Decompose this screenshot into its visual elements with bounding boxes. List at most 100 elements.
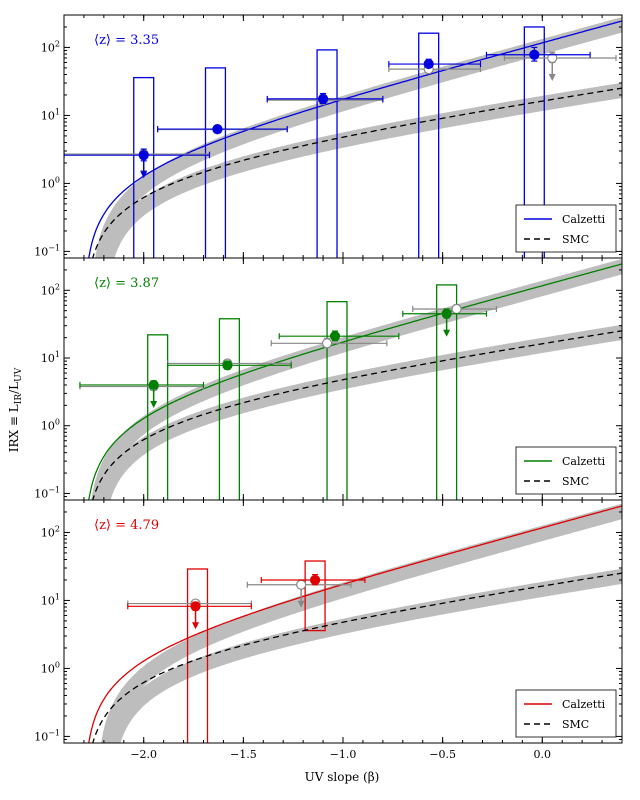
histogram-bar [523, 26, 545, 258]
stacked-arrow-head [548, 73, 556, 81]
y-tick-label-base: 10 [34, 730, 48, 743]
y-tick-label: 100 [41, 175, 60, 190]
y-tick-label-base: 10 [41, 594, 55, 607]
y-tick-label-exponent: −1 [48, 485, 60, 494]
band-smc [104, 568, 622, 743]
measured-marker [222, 360, 233, 371]
y-tick-label-base: 10 [41, 177, 55, 190]
y-tick-label: 102 [41, 282, 60, 297]
y-tick-label-exponent: 1 [55, 592, 60, 601]
y-tick-label-exponent: 0 [55, 660, 60, 669]
stacked-marker [296, 579, 307, 590]
legend-label-smc: SMC [562, 475, 589, 488]
y-tick-label-exponent: −1 [48, 243, 60, 252]
measured-arrow-head [192, 622, 200, 630]
panel-plot-area [64, 17, 622, 258]
y-tick-label-base: 10 [41, 284, 55, 297]
y-tick-label: 101 [41, 592, 60, 607]
band-calzetti [91, 259, 622, 500]
y-axis-label-sub-uv: UV [14, 367, 24, 382]
x-tick-label: −1.0 [330, 748, 357, 761]
panel-plot-area [79, 259, 622, 500]
y-tick-label: 102 [41, 524, 60, 539]
curve-calzetti [88, 505, 622, 743]
x-tick-label: −1.5 [230, 748, 257, 761]
y-tick-label: 10−1 [34, 243, 60, 258]
stacked-point [79, 381, 205, 392]
y-tick-label-base: 10 [41, 41, 55, 54]
stacked-point [246, 579, 352, 608]
curve-smc [92, 87, 622, 258]
histogram-bar [218, 318, 241, 500]
y-tick-label-exponent: 2 [55, 524, 60, 533]
y-axis-label-mid: /L [7, 382, 21, 394]
stacked-marker [451, 303, 462, 315]
measured-marker [529, 49, 540, 60]
measured-marker [212, 123, 223, 135]
measured-point [485, 46, 591, 62]
stacked-arrow-head [297, 600, 305, 608]
y-tick-label-base: 10 [41, 352, 55, 365]
y-tick-label-base: 10 [41, 420, 55, 433]
measured-marker [317, 93, 329, 105]
histogram-bar [186, 568, 209, 743]
curve-smc [92, 572, 622, 743]
measured-point [266, 92, 384, 105]
y-tick-label-exponent: 1 [55, 107, 60, 116]
measured-point [388, 58, 482, 70]
y-tick-label: 101 [41, 350, 60, 365]
y-axis-label-group: IRX ≡ LIR/LUV [7, 367, 24, 452]
legend-label-calzetti: Calzetti [562, 698, 606, 711]
y-tick-label-base: 10 [34, 487, 48, 500]
measured-point [127, 601, 252, 630]
y-tick-label-base: 10 [41, 662, 55, 675]
stacked-point [412, 303, 498, 315]
legend-label-smc: SMC [562, 718, 589, 731]
y-tick-label-exponent: −1 [48, 728, 60, 737]
band-calzetti [95, 17, 622, 258]
measured-marker [138, 150, 149, 161]
curve-smc [92, 330, 622, 500]
y-tick-label-exponent: 1 [55, 350, 60, 359]
measured-arrow-head [150, 400, 158, 408]
histogram-bar [316, 49, 338, 258]
measured-arrow-head [443, 329, 451, 337]
measured-point [167, 360, 292, 371]
measured-point [402, 308, 488, 337]
measured-marker [190, 601, 201, 612]
y-tick-label: 102 [41, 39, 60, 54]
y-axis-label-main: IRX ≡ L [7, 404, 21, 452]
legend-box [515, 689, 617, 738]
y-tick-label-exponent: 2 [55, 39, 60, 48]
histogram-bar [326, 300, 348, 500]
band-calzetti [101, 503, 622, 743]
histogram-bar [418, 32, 440, 258]
y-tick-label: 100 [41, 660, 60, 675]
y-tick-label-base: 10 [34, 245, 48, 258]
legend-label-smc: SMC [562, 233, 589, 246]
stacked-point [270, 337, 388, 349]
y-tick-label-exponent: 0 [55, 418, 60, 427]
measured-arrow-head [140, 171, 148, 179]
measured-marker [148, 379, 159, 391]
histogram-bar [436, 284, 458, 500]
x-axis-label: UV slope (β) [305, 770, 380, 784]
y-tick-label-base: 10 [41, 526, 55, 539]
panel-plot-area [88, 503, 622, 743]
measured-point [260, 573, 366, 586]
y-tick-label: 10−1 [34, 728, 60, 743]
x-tick-label: −2.0 [130, 748, 157, 761]
y-tick-label-exponent: 2 [55, 282, 60, 291]
x-tick-label: −0.5 [429, 748, 456, 761]
y-tick-label: 100 [41, 418, 60, 433]
histogram-bar [147, 334, 169, 500]
measured-marker [423, 58, 434, 70]
redshift-label: ⟨z⟩ = 3.35 [94, 33, 159, 48]
measured-marker [329, 331, 341, 342]
y-axis-label-sub-ir: IR [14, 394, 24, 405]
